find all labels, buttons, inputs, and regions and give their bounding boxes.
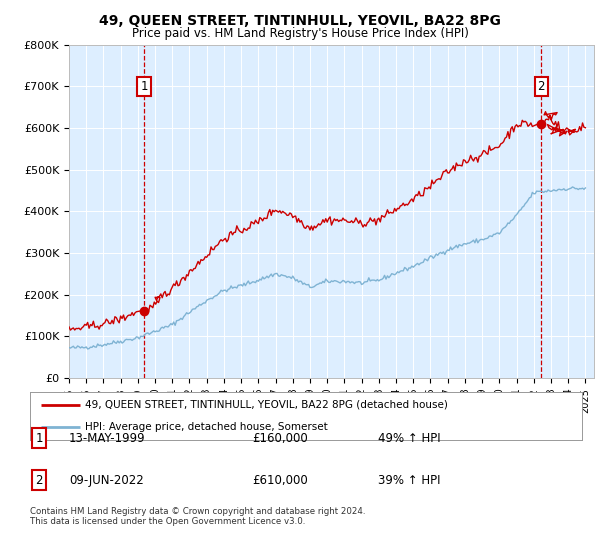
Text: £160,000: £160,000 [252,432,308,445]
Text: £610,000: £610,000 [252,474,308,487]
Text: 13-MAY-1999: 13-MAY-1999 [69,432,146,445]
Text: 2: 2 [35,474,43,487]
Text: 1: 1 [35,432,43,445]
Text: HPI: Average price, detached house, Somerset: HPI: Average price, detached house, Some… [85,422,328,432]
Text: 49, QUEEN STREET, TINTINHULL, YEOVIL, BA22 8PG (detached house): 49, QUEEN STREET, TINTINHULL, YEOVIL, BA… [85,400,448,410]
Text: 49, QUEEN STREET, TINTINHULL, YEOVIL, BA22 8PG: 49, QUEEN STREET, TINTINHULL, YEOVIL, BA… [99,14,501,28]
Text: 1: 1 [140,80,148,93]
Text: Contains HM Land Registry data © Crown copyright and database right 2024.
This d: Contains HM Land Registry data © Crown c… [30,507,365,526]
Text: 2: 2 [538,80,545,93]
Text: 09-JUN-2022: 09-JUN-2022 [69,474,144,487]
Text: Price paid vs. HM Land Registry's House Price Index (HPI): Price paid vs. HM Land Registry's House … [131,27,469,40]
Text: 39% ↑ HPI: 39% ↑ HPI [378,474,440,487]
Text: 49% ↑ HPI: 49% ↑ HPI [378,432,440,445]
